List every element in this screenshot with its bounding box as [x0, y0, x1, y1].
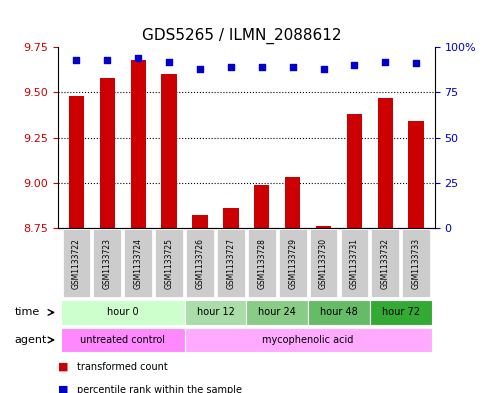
Bar — [161, 74, 177, 228]
Text: ■: ■ — [58, 385, 69, 393]
Text: hour 48: hour 48 — [320, 307, 358, 318]
Bar — [254, 185, 270, 228]
Point — [196, 66, 204, 72]
Point — [320, 66, 327, 72]
Text: time: time — [14, 307, 40, 318]
FancyBboxPatch shape — [248, 230, 276, 297]
Bar — [347, 114, 362, 228]
Point — [258, 64, 266, 70]
Text: agent: agent — [14, 335, 47, 345]
Text: GSM1133729: GSM1133729 — [288, 238, 297, 289]
Point — [289, 64, 297, 70]
Bar — [130, 60, 146, 228]
Point — [72, 57, 80, 63]
Text: GSM1133730: GSM1133730 — [319, 238, 328, 289]
Text: GSM1133724: GSM1133724 — [134, 238, 143, 289]
Bar — [99, 78, 115, 228]
Bar — [409, 121, 424, 228]
Text: GSM1133722: GSM1133722 — [72, 238, 81, 289]
Bar — [316, 226, 331, 228]
Point — [227, 64, 235, 70]
Text: GSM1133731: GSM1133731 — [350, 238, 359, 289]
Point — [351, 62, 358, 68]
Text: GDS5265 / ILMN_2088612: GDS5265 / ILMN_2088612 — [142, 28, 341, 44]
FancyBboxPatch shape — [186, 230, 214, 297]
Text: GSM1133732: GSM1133732 — [381, 238, 390, 289]
FancyBboxPatch shape — [217, 230, 245, 297]
Text: GSM1133728: GSM1133728 — [257, 238, 266, 289]
Point — [382, 59, 389, 65]
Bar — [378, 98, 393, 228]
Text: GSM1133725: GSM1133725 — [165, 238, 173, 289]
Bar — [69, 96, 84, 228]
FancyBboxPatch shape — [308, 300, 370, 325]
FancyBboxPatch shape — [279, 230, 307, 297]
Bar — [223, 208, 239, 228]
Text: ■: ■ — [58, 362, 69, 371]
FancyBboxPatch shape — [310, 230, 338, 297]
Text: untreated control: untreated control — [80, 335, 165, 345]
FancyBboxPatch shape — [341, 230, 369, 297]
Text: GSM1133727: GSM1133727 — [227, 238, 235, 289]
Text: percentile rank within the sample: percentile rank within the sample — [77, 385, 242, 393]
Text: hour 24: hour 24 — [258, 307, 296, 318]
FancyBboxPatch shape — [63, 230, 90, 297]
Point — [412, 60, 420, 66]
FancyBboxPatch shape — [371, 230, 399, 297]
Bar — [192, 215, 208, 228]
Point — [165, 59, 173, 65]
Bar — [285, 177, 300, 228]
Point — [134, 55, 142, 61]
FancyBboxPatch shape — [155, 230, 183, 297]
FancyBboxPatch shape — [370, 300, 432, 325]
Text: transformed count: transformed count — [77, 362, 168, 371]
FancyBboxPatch shape — [185, 328, 432, 352]
Point — [103, 57, 111, 63]
Text: mycophenolic acid: mycophenolic acid — [262, 335, 354, 345]
FancyBboxPatch shape — [185, 300, 246, 325]
FancyBboxPatch shape — [402, 230, 430, 297]
FancyBboxPatch shape — [246, 300, 308, 325]
FancyBboxPatch shape — [61, 300, 185, 325]
FancyBboxPatch shape — [61, 328, 185, 352]
Text: hour 0: hour 0 — [107, 307, 139, 318]
Text: hour 72: hour 72 — [382, 307, 420, 318]
Text: GSM1133733: GSM1133733 — [412, 238, 421, 289]
Text: GSM1133723: GSM1133723 — [103, 238, 112, 289]
FancyBboxPatch shape — [124, 230, 152, 297]
FancyBboxPatch shape — [94, 230, 121, 297]
Text: GSM1133726: GSM1133726 — [196, 238, 204, 289]
Text: hour 12: hour 12 — [197, 307, 234, 318]
